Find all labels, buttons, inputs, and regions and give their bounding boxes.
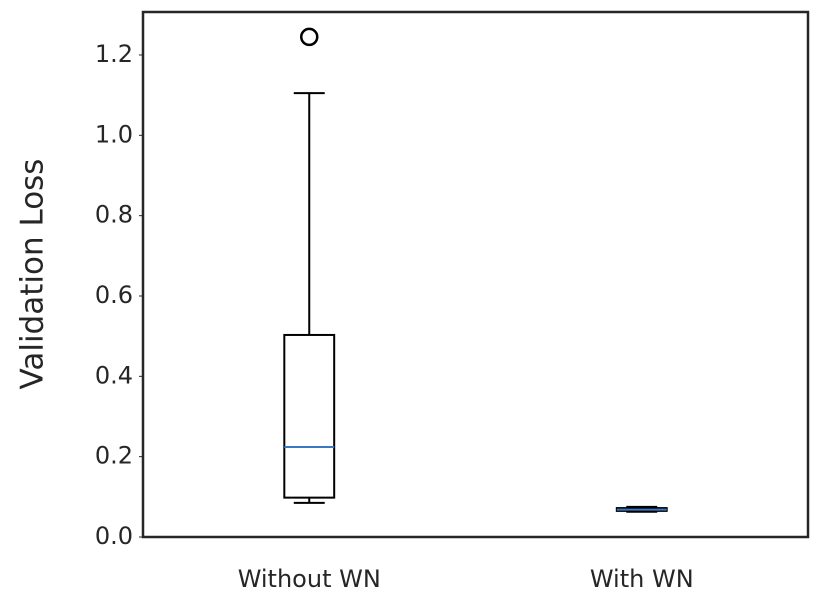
y-tick-label: 1.0	[95, 120, 133, 148]
box	[283, 333, 336, 499]
y-tick-label: 0.0	[95, 522, 133, 550]
y-tick-label: 1.2	[95, 40, 133, 68]
plot-frame	[141, 10, 810, 539]
y-tick-label: 0.4	[95, 361, 133, 389]
y-axis-label: Validation Loss	[15, 159, 51, 390]
x-tick-label: With WN	[590, 565, 694, 593]
y-tick-label: 0.6	[95, 281, 133, 309]
y-tick-label: 0.8	[95, 201, 133, 229]
x-tick-label: Without WN	[238, 565, 381, 593]
outlier	[300, 27, 319, 47]
y-tick-label: 0.2	[95, 442, 133, 470]
